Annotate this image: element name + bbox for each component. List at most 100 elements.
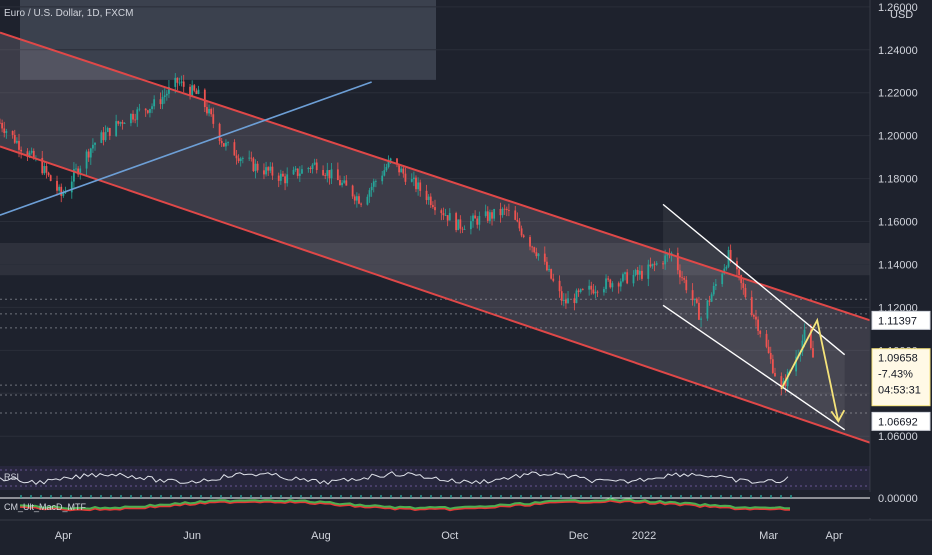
price-label-box-2 (871, 411, 931, 431)
candle-body-209 (617, 283, 620, 287)
candle-body-101 (296, 168, 299, 176)
macd-hist-200 (200, 495, 202, 498)
candle-body-93 (271, 166, 274, 176)
candle-body-117 (343, 180, 346, 183)
x-tick-label-2: Aug (311, 530, 331, 542)
candle-body-44 (130, 113, 132, 124)
candle-body-215 (634, 270, 637, 275)
symbol-title[interactable]: Euro / U.S. Dollar, 1D, FXCM (4, 8, 134, 19)
macd-hist-420 (420, 495, 422, 498)
candle-body-110 (324, 175, 327, 176)
candle-body-8 (20, 149, 23, 152)
candle-body-266 (784, 381, 787, 387)
candle-body-68 (197, 89, 200, 94)
countdown-label: 04:53:31 (878, 385, 921, 397)
candle-body-254 (750, 297, 753, 316)
candle-body-235 (693, 298, 696, 301)
candle-body-31 (89, 148, 92, 158)
macd-hist-40 (40, 495, 42, 498)
candle-body-156 (459, 219, 462, 229)
macd-hist-130 (130, 495, 132, 498)
candle-body-5 (13, 134, 16, 143)
candle-body-155 (457, 219, 460, 231)
candle-body-273 (803, 329, 806, 341)
candle-body-272 (801, 340, 804, 352)
candle-body-164 (484, 211, 487, 216)
candle-body-58 (168, 86, 170, 94)
candle-body-79 (233, 142, 236, 156)
candle-body-77 (225, 142, 227, 147)
candle-body-236 (695, 298, 698, 303)
candle-body-220 (649, 264, 652, 267)
candle-body-53 (153, 99, 156, 107)
candle-body-145 (427, 196, 430, 201)
candle-body-66 (193, 85, 196, 91)
macd-hist-690 (690, 495, 692, 498)
candle-body-150 (442, 213, 445, 216)
candle-body-128 (374, 181, 377, 183)
macd-signal-line (19, 499, 790, 512)
macd-hist-780 (780, 495, 782, 498)
channel-upper-line (0, 31, 871, 322)
price-axis-panel (870, 0, 932, 550)
candle-body-57 (165, 93, 168, 96)
candle-body-221 (651, 263, 654, 267)
candle-body-152 (446, 215, 449, 221)
macd-hist-560 (560, 495, 562, 498)
candle-body-190 (560, 291, 563, 301)
candle-body-84 (248, 157, 251, 159)
candle-body-176 (518, 221, 521, 229)
candle-body-83 (241, 158, 244, 159)
candle-body-126 (370, 186, 373, 191)
candle-body-21 (60, 186, 63, 196)
candle-body-69 (203, 89, 206, 108)
candle-body-72 (210, 108, 213, 115)
candle-body-19 (56, 180, 58, 191)
candle-body-32 (92, 144, 94, 149)
candle-body-158 (463, 229, 466, 230)
candle-body-160 (472, 215, 474, 222)
candle-body-246 (725, 266, 728, 269)
candle-body-224 (662, 263, 664, 265)
candle-body-103 (301, 169, 303, 174)
candle-body-25 (73, 169, 75, 182)
candle-body-200 (590, 285, 593, 290)
candle-body-182 (535, 252, 538, 257)
channel-fill (0, 32, 870, 443)
x-tick-label-1: Jun (183, 530, 201, 542)
candle-body-122 (358, 196, 360, 204)
candle-body-194 (573, 298, 576, 303)
macd-hist-630 (630, 495, 632, 498)
candle-body-198 (581, 289, 584, 290)
candle-body-16 (45, 166, 48, 173)
candle-body-52 (151, 106, 153, 110)
candle-body-162 (476, 218, 479, 225)
candle-body-204 (603, 289, 605, 293)
candle-body-105 (309, 168, 312, 170)
candle-body-238 (700, 318, 702, 320)
macd-hist-300 (300, 495, 302, 498)
candle-body-258 (759, 330, 762, 334)
candle-body-173 (508, 210, 510, 211)
macd-hist-520 (520, 495, 522, 498)
candle-body-153 (448, 213, 451, 221)
candle-body-146 (429, 196, 432, 206)
macd-hist-350 (350, 495, 352, 498)
macd-hist-700 (700, 495, 702, 498)
macd-hist-440 (440, 495, 442, 498)
candle-body-40 (117, 121, 120, 124)
candle-body-1 (1, 122, 4, 129)
macd-hist-710 (710, 495, 712, 498)
candle-body-175 (516, 219, 519, 222)
candle-body-138 (404, 173, 407, 182)
candle-body-223 (655, 263, 658, 265)
candle-body-91 (267, 167, 270, 171)
candle-body-67 (195, 90, 198, 94)
macd-hist-230 (230, 495, 232, 498)
candle-body-234 (691, 290, 694, 301)
candle-body-189 (558, 280, 561, 292)
macd-hist-270 (270, 495, 272, 498)
candle-body-119 (351, 185, 354, 197)
